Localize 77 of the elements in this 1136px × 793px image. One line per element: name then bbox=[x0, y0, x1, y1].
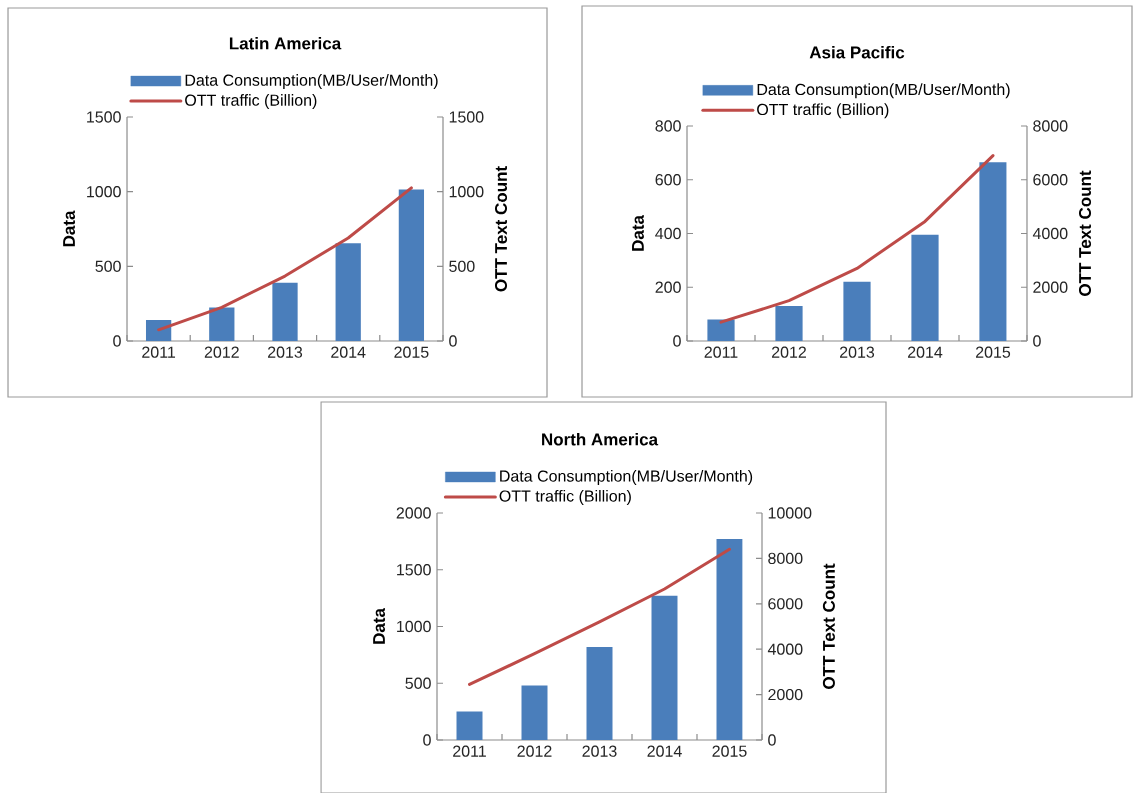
x-tick-label: 2011 bbox=[142, 346, 176, 358]
bar bbox=[775, 306, 803, 341]
y-tick-label: 1500 bbox=[397, 564, 431, 576]
bar bbox=[716, 539, 743, 740]
y-tick-label: 400 bbox=[655, 227, 681, 240]
y2-tick-label: 10000 bbox=[768, 507, 812, 519]
y-tick-label: 200 bbox=[655, 281, 681, 293]
chart-title: North America bbox=[542, 432, 659, 446]
y-tick-label: 0 bbox=[423, 734, 431, 746]
x-tick-label: 2015 bbox=[394, 346, 429, 358]
y-axis-title: Data bbox=[63, 210, 76, 247]
legend-label: Data Consumption(MB/User/Month) bbox=[185, 74, 438, 89]
y-tick-label: 1500 bbox=[87, 111, 121, 123]
legend-label: OTT traffic (Billion) bbox=[757, 103, 889, 119]
chart-title: Asia Pacific bbox=[809, 45, 905, 59]
bar bbox=[651, 595, 678, 740]
y2-tick-label: 0 bbox=[449, 335, 457, 347]
x-tick-label: 2015 bbox=[712, 745, 747, 757]
x-tick-label: 2011 bbox=[704, 346, 738, 358]
bar bbox=[272, 282, 298, 341]
y2-axis-title: OTT Text Count bbox=[494, 166, 508, 292]
y2-tick-label: 6000 bbox=[768, 598, 803, 610]
y2-tick-label: 2000 bbox=[768, 688, 803, 701]
bar bbox=[456, 711, 483, 740]
y-tick-label: 800 bbox=[655, 120, 681, 132]
line-series bbox=[157, 186, 413, 332]
y2-tick-label: 4000 bbox=[767, 643, 803, 655]
x-tick-label: 2013 bbox=[840, 346, 875, 358]
legend-label: OTT traffic (Billion) bbox=[499, 489, 631, 505]
x-tick-label: 2015 bbox=[976, 346, 1011, 358]
x-tick-label: 2014 bbox=[908, 346, 943, 358]
y2-tick-label: 0 bbox=[768, 734, 776, 746]
bar bbox=[209, 307, 235, 341]
chart-title: Latin America bbox=[229, 36, 342, 50]
bar bbox=[843, 281, 871, 341]
bar bbox=[398, 189, 425, 341]
legend-label: Data Consumption(MB/User/Month) bbox=[757, 83, 1010, 99]
x-tick-label: 2012 bbox=[204, 346, 239, 358]
line-series bbox=[719, 154, 995, 324]
y2-axis-title: OTT Text Count bbox=[1078, 170, 1092, 296]
x-tick-label: 2014 bbox=[331, 346, 366, 358]
y2-tick-label: 4000 bbox=[1032, 227, 1068, 240]
x-tick-label: 2012 bbox=[772, 346, 806, 358]
legend-label: OTT traffic (Billion) bbox=[185, 94, 317, 109]
y2-tick-label: 1500 bbox=[449, 111, 484, 123]
y2-axis-title: OTT Text Count bbox=[822, 563, 835, 689]
x-tick-label: 2012 bbox=[517, 745, 552, 757]
y-tick-label: 0 bbox=[113, 335, 121, 347]
y2-tick-label: 1000 bbox=[449, 186, 484, 198]
y2-tick-label: 2000 bbox=[1033, 281, 1068, 293]
y2-tick-label: 6000 bbox=[1033, 174, 1068, 186]
x-tick-label: 2013 bbox=[582, 745, 617, 757]
bar bbox=[521, 685, 548, 740]
y-tick-label: 0 bbox=[673, 335, 681, 347]
y-axis-title: Data bbox=[632, 214, 644, 251]
y-tick-label: 500 bbox=[405, 677, 431, 689]
y2-tick-label: 0 bbox=[1033, 335, 1041, 347]
legend-label: Data Consumption(MB/User/Month) bbox=[500, 470, 753, 485]
y-axis-title: Data bbox=[373, 607, 386, 644]
x-tick-label: 2011 bbox=[453, 745, 486, 757]
bar bbox=[335, 243, 361, 341]
bar bbox=[979, 162, 1007, 341]
y-tick-label: 2000 bbox=[396, 507, 431, 519]
y-tick-label: 600 bbox=[655, 174, 681, 186]
y-tick-label: 1000 bbox=[87, 186, 121, 198]
x-tick-label: 2013 bbox=[268, 346, 303, 358]
y2-tick-label: 8000 bbox=[768, 552, 803, 565]
y-tick-label: 500 bbox=[95, 260, 121, 272]
line-series bbox=[468, 547, 731, 686]
x-tick-label: 2014 bbox=[647, 745, 682, 757]
y2-tick-label: 500 bbox=[449, 260, 475, 272]
bar bbox=[911, 234, 939, 341]
bar bbox=[707, 319, 735, 341]
bar bbox=[145, 320, 172, 341]
y2-tick-label: 8000 bbox=[1033, 120, 1068, 132]
bar bbox=[586, 646, 613, 740]
y-tick-label: 1000 bbox=[397, 620, 431, 633]
